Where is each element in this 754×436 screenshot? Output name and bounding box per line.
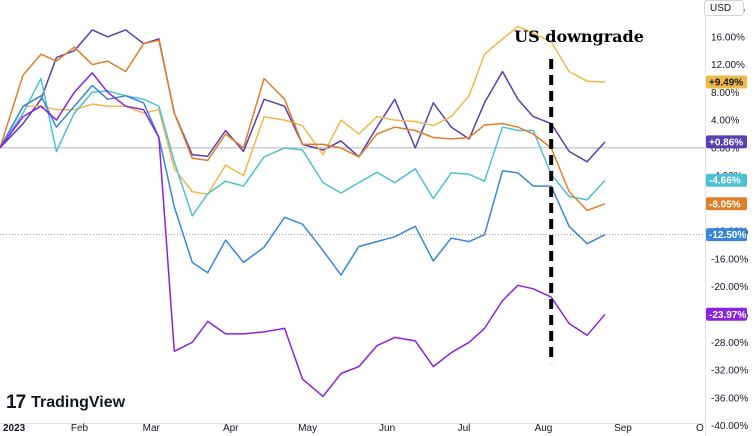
x-axis: 2023 Feb Mar Apr May Jun Jul Aug Sep O <box>0 423 705 434</box>
last-value-badge-text: -4.66% <box>709 176 741 187</box>
series-line-5 <box>0 84 606 276</box>
y-tick-label: 8.00% <box>711 88 739 99</box>
tradingview-logo-text: TradingView <box>31 394 126 411</box>
x-tick-label: Jul <box>458 423 471 434</box>
last-value-badge-text: +9.49% <box>709 77 743 88</box>
y-tick-label: -36.00% <box>711 393 748 404</box>
last-value-badge: -4.66% <box>706 173 747 187</box>
x-tick-label: Feb <box>71 423 89 434</box>
currency-button[interactable]: USD <box>704 0 744 16</box>
x-tick-label: May <box>298 423 317 434</box>
x-tick-label: Sep <box>614 423 632 434</box>
y-axis: 20.00%16.00%12.00%8.00%4.00%0.00%-4.00%-… <box>705 0 748 436</box>
last-value-badge: -23.97% <box>706 307 747 321</box>
y-tick-label: -28.00% <box>711 338 748 349</box>
tradingview-logo-icon: 17 <box>6 392 26 413</box>
y-tick-label: -32.00% <box>711 366 748 377</box>
y-tick-label: 4.00% <box>711 116 739 127</box>
last-value-badge: +9.49% <box>706 75 747 89</box>
y-tick-label: -40.00% <box>711 421 748 432</box>
x-tick-label: Mar <box>143 423 161 434</box>
reference-lines <box>0 147 705 236</box>
x-tick-label: Apr <box>223 423 239 434</box>
series-line-1 <box>0 29 606 163</box>
series-layer <box>0 25 606 398</box>
x-tick-label: 2023 <box>3 423 26 434</box>
y-tick-label: -20.00% <box>711 282 748 293</box>
last-value-badge-text: -23.97% <box>709 310 746 321</box>
y-tick-label: -16.00% <box>711 254 748 265</box>
annotation-label: US downgrade <box>514 27 644 46</box>
tradingview-logo[interactable]: 17 TradingView <box>6 392 125 414</box>
last-value-badge-text: -8.05% <box>709 199 741 210</box>
last-value-badge: -8.05% <box>706 197 747 211</box>
series-line-4 <box>0 39 606 212</box>
last-value-badge-text: +0.86% <box>709 137 743 148</box>
y-tick-label: 16.00% <box>711 32 745 43</box>
last-value-badge-text: -12.50% <box>709 230 746 241</box>
x-tick-label: O <box>696 423 704 434</box>
y-tick-label: 12.00% <box>711 60 745 71</box>
last-value-badges: +0.86% +9.49% -4.66% -8.05% -12.50% -23.97% <box>706 75 747 321</box>
x-tick-label: Jun <box>379 423 395 434</box>
x-tick-label: Aug <box>535 423 553 434</box>
annotation-layer: US downgrade <box>514 27 644 364</box>
last-value-badge: -12.50% <box>706 228 747 242</box>
y-tick-label: 0.00% <box>711 143 739 154</box>
series-line-6 <box>0 72 606 398</box>
last-value-badge: +0.86% <box>706 135 747 149</box>
series-line-3 <box>0 77 606 217</box>
series-line-2 <box>0 25 606 196</box>
